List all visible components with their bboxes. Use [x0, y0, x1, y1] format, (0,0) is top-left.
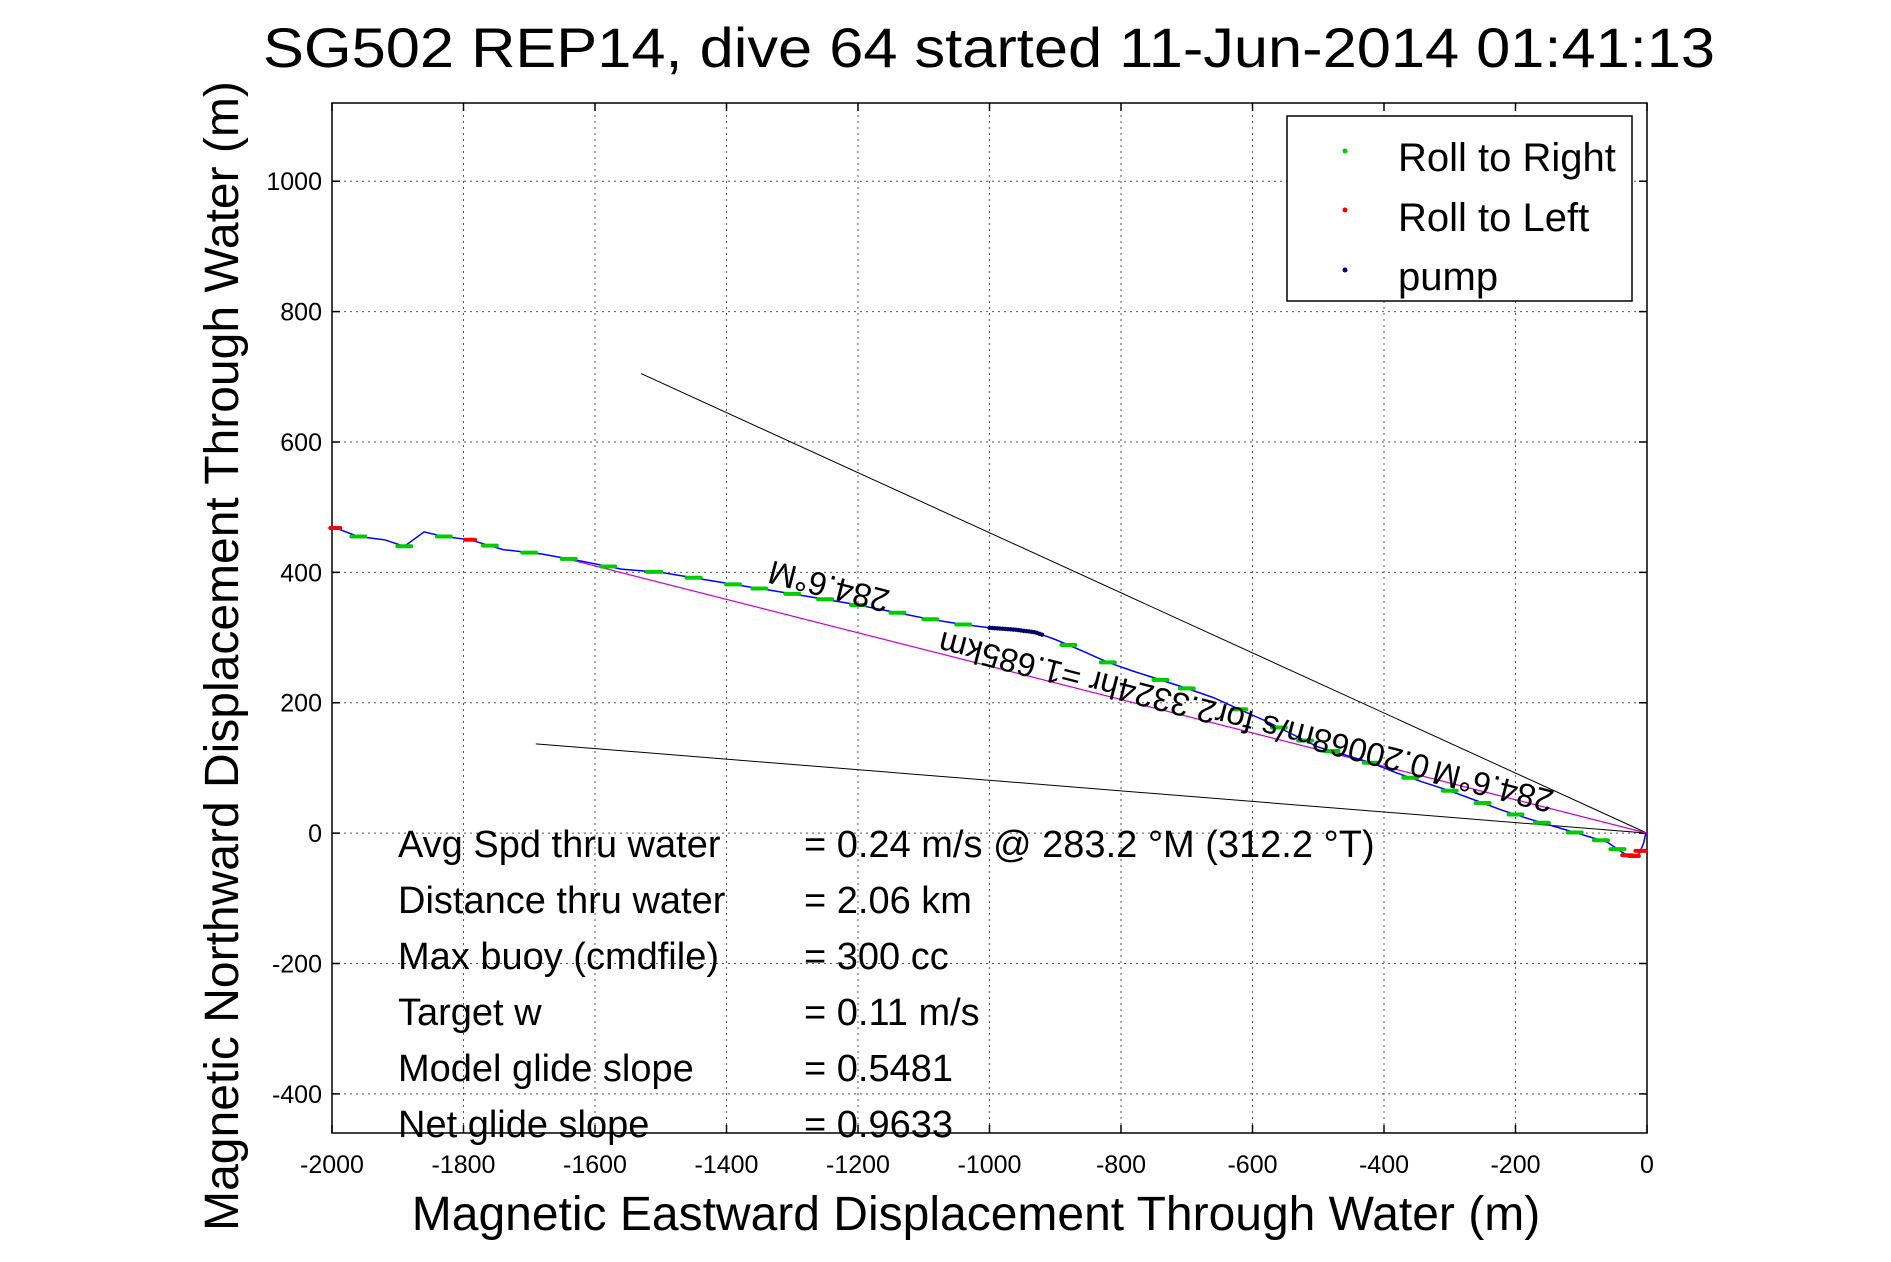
stats-block: Avg Spd thru water = 0.24 m/s @ 283.2 °M… — [398, 824, 1375, 1146]
y-tick-label: 800 — [280, 299, 322, 327]
legend-label-roll-right: Roll to Right — [1398, 136, 1616, 180]
legend: Roll to Right Roll to Left pump — [1286, 115, 1633, 302]
stat-label-avg-speed: Avg Spd thru water — [398, 824, 721, 866]
heading-line-segment — [568, 558, 1648, 834]
heading-bound-lines — [535, 373, 1648, 834]
x-axis-ticks: -2000 -1800 -1600 -1400 -1200 -1000 -800 -600 -4… — [300, 103, 1654, 1179]
dive-track — [331, 525, 1647, 859]
stat-value-avg-speed: = 0.24 m/s @ 283.2 °M (312.2 °T) — [804, 824, 1375, 866]
x-tick-label: -200 — [1490, 1151, 1540, 1179]
pump-marker — [1039, 632, 1045, 637]
x-tick-label: -1200 — [826, 1151, 890, 1179]
y-tick-label: -400 — [272, 1081, 322, 1109]
stat-label-model-glide: Model glide slope — [398, 1048, 694, 1090]
stat-value-distance: = 2.06 km — [804, 880, 972, 922]
stat-label-net-glide: Net glide slope — [398, 1104, 649, 1146]
legend-swatch-roll-left — [1342, 207, 1348, 213]
y-tick-label: 200 — [280, 690, 322, 718]
legend-label-roll-left: Roll to Left — [1398, 196, 1589, 240]
chart-title: SG502 REP14, dive 64 started 11-Jun-2014… — [263, 16, 1715, 79]
x-tick-label: -1400 — [695, 1151, 759, 1179]
stat-value-model-glide: = 0.5481 — [804, 1048, 953, 1090]
x-tick-label: -1600 — [563, 1151, 627, 1179]
x-tick-label: -1000 — [958, 1151, 1022, 1179]
y-axis-ticks: -400 -200 0 200 400 600 800 1000 — [266, 168, 1647, 1109]
stat-value-net-glide: = 0.9633 — [804, 1104, 953, 1146]
bound-line — [535, 743, 1648, 834]
legend-swatch-roll-right — [1342, 148, 1348, 154]
x-tick-label: -1800 — [432, 1151, 496, 1179]
x-tick-label: -600 — [1227, 1151, 1277, 1179]
stat-label-max-buoy: Max buoy (cmdfile) — [398, 936, 719, 978]
track-markers — [328, 525, 1648, 858]
stat-label-target-w: Target w — [398, 992, 542, 1034]
x-tick-label: 0 — [1640, 1151, 1654, 1179]
y-tick-label: 1000 — [266, 168, 322, 196]
x-tick-label: -2000 — [300, 1151, 364, 1179]
stat-label-distance: Distance thru water — [398, 880, 726, 922]
x-tick-label: -800 — [1096, 1151, 1146, 1179]
plot-area-frame — [331, 102, 1648, 1134]
legend-swatch-pump — [1342, 267, 1348, 273]
x-axis-label: Magnetic Eastward Displacement Through W… — [412, 1188, 1540, 1241]
y-tick-label: 400 — [280, 559, 322, 587]
stat-value-max-buoy: = 300 cc — [804, 936, 949, 978]
y-tick-label: 0 — [308, 820, 322, 848]
stat-value-target-w: = 0.11 m/s — [804, 992, 980, 1034]
heading-line — [568, 558, 1648, 834]
y-tick-label: -200 — [272, 951, 322, 979]
y-axis-label: Magnetic Northward Displacement Through … — [196, 81, 249, 1231]
track-line — [331, 525, 1647, 859]
legend-label-pump: pump — [1398, 255, 1498, 299]
x-tick-label: -400 — [1359, 1151, 1409, 1179]
bound-line — [640, 373, 1648, 834]
y-tick-label: 600 — [280, 429, 322, 457]
